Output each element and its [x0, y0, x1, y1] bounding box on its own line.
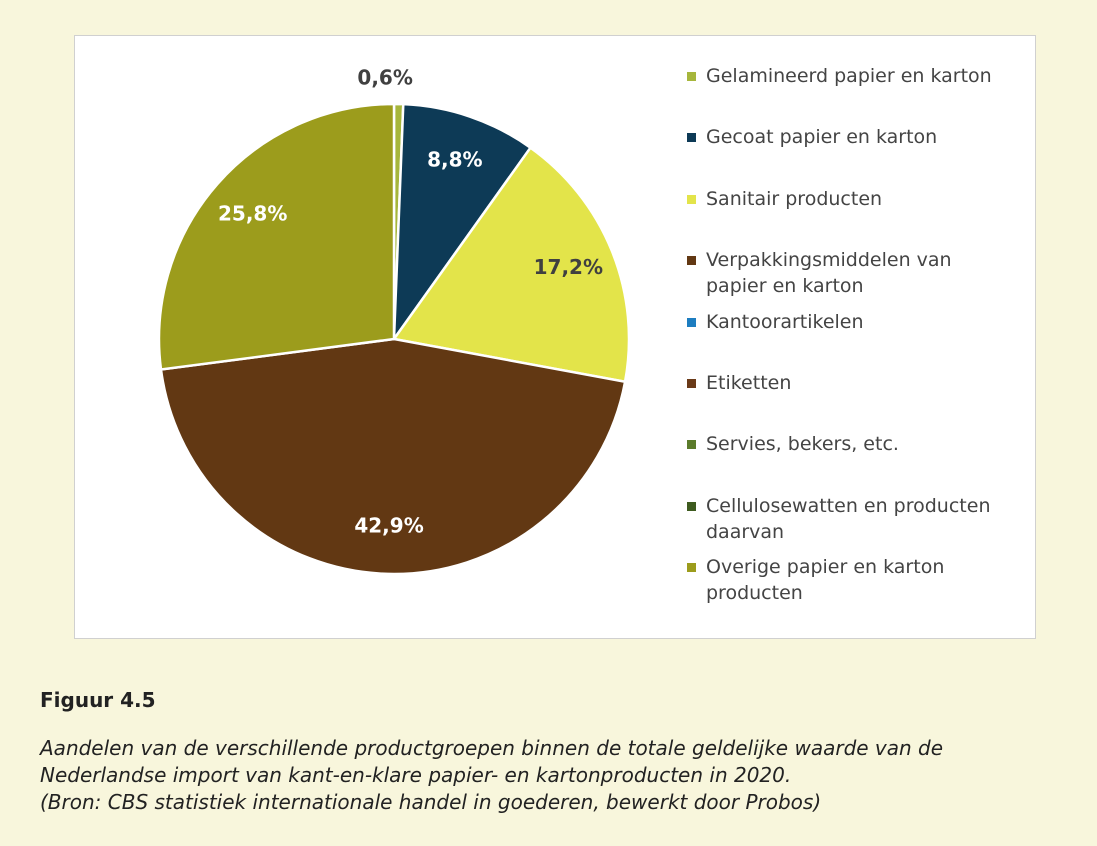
legend-swatch	[687, 501, 696, 511]
data-label: 17,2%	[534, 255, 603, 279]
legend-item: Servies, bekers, etc.	[687, 431, 1017, 457]
data-label: 42,9%	[354, 513, 423, 537]
legend-item: Overige papier en karton producten	[687, 554, 1017, 606]
chart-panel: 0,6% 8,8% 17,2% 42,9% 25,8% Gelamineerd papi…	[74, 35, 1036, 639]
legend-swatch	[687, 72, 696, 81]
legend-label: Gelamineerd papier en karton	[706, 65, 992, 87]
legend-swatch	[687, 563, 696, 573]
legend-label: Etiketten	[706, 372, 792, 394]
pie-slice	[157, 102, 396, 371]
legend-label: Gecoat papier en karton	[706, 126, 938, 149]
legend-item: Etiketten	[687, 370, 1017, 396]
pie-slice	[159, 337, 627, 576]
legend-item: Verpakkingsmiddelen van papier en karton	[687, 247, 1017, 299]
legend-item: Sanitair producten	[687, 186, 1017, 212]
data-label: 8,8%	[427, 148, 482, 172]
legend-swatch	[687, 440, 696, 450]
caption-line: Nederlandse import van kant-en-klare pap…	[40, 763, 792, 787]
caption: Aandelen van de verschillende productgro…	[40, 735, 1080, 816]
legend-label: Kantoorartikelen	[706, 310, 864, 333]
legend-swatch	[687, 256, 696, 266]
legend-item: Kantoorartikelen	[687, 309, 1017, 335]
pie-slice	[391, 145, 631, 384]
legend-label: Sanitair producten	[706, 187, 883, 210]
chart: 0,6% 8,8% 17,2% 42,9% 25,8%	[157, 66, 631, 576]
pie-slice	[392, 102, 533, 344]
legend-label: Cellulosewatten en producten daarvan	[706, 494, 991, 543]
legend-item: Gelamineerd papier en karton	[687, 63, 1017, 89]
legend-item: Gecoat papier en karton	[687, 124, 1017, 150]
legend-swatch	[687, 317, 696, 327]
caption-line: Aandelen van de verschillende productgro…	[40, 736, 944, 760]
figure-label: Figuur 4.5	[40, 688, 156, 712]
legend-label: Verpakkingsmiddelen van papier en karton	[706, 249, 952, 298]
caption-line: (Bron: CBS statistiek internationale han…	[40, 790, 822, 814]
data-label: 0,6%	[357, 66, 412, 90]
data-label: 25,8%	[218, 201, 287, 225]
legend-swatch	[687, 133, 696, 143]
legend-label: Servies, bekers, etc.	[706, 433, 899, 456]
legend-item: Cellulosewatten en producten daarvan	[687, 493, 1017, 545]
legend-swatch	[687, 379, 696, 388]
legend-label: Overige papier en karton producten	[706, 556, 945, 605]
legend-swatch	[687, 194, 696, 204]
